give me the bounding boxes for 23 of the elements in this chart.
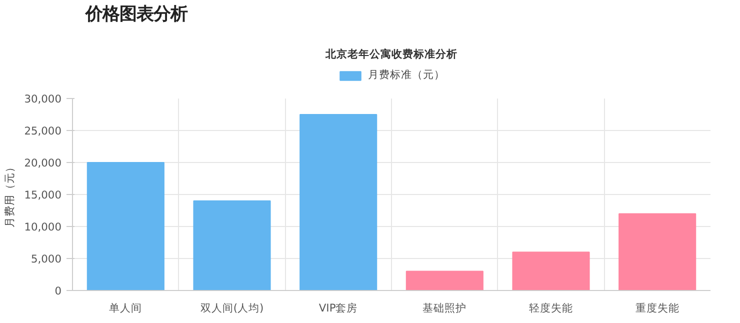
x-tick-label: 轻度失能: [529, 302, 573, 314]
y-tick-label: 20,000: [24, 156, 62, 170]
y-tick-label: 0: [54, 284, 62, 298]
y-tick-label: 10,000: [24, 220, 62, 234]
bar: [193, 200, 271, 290]
y-tick-label: 25,000: [24, 124, 62, 138]
y-tick-label: 5,000: [30, 252, 62, 266]
chart-title: 价格图表分析: [84, 4, 188, 24]
x-tick-label: 双人间(人均): [200, 302, 264, 314]
legend-label: 月费标准（元）: [368, 68, 445, 82]
x-tick-label: 单人间: [109, 302, 142, 314]
y-axis-title: 月费用（元）: [3, 162, 16, 228]
bar: [86, 162, 164, 290]
x-tick-label: 基础照护: [422, 302, 467, 314]
bar: [618, 213, 696, 290]
bar: [300, 114, 378, 290]
y-tick-label: 30,000: [24, 92, 62, 106]
bar: [406, 270, 484, 290]
chart-subtitle: 北京老年公寓收费标准分析: [324, 47, 458, 60]
x-tick-label: VIP套房: [318, 302, 358, 314]
x-tick-label: 重度失能: [635, 302, 680, 314]
bar: [512, 252, 590, 290]
y-tick-label: 15,000: [24, 188, 62, 202]
